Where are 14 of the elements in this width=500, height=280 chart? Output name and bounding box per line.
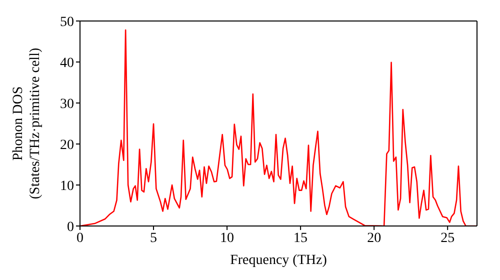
y-axis-title: Phonon DOS (States/THz·primitive cell) [11,48,43,200]
x-tick-label: 15 [294,230,308,246]
y-tick-label: 50 [60,14,74,30]
x-tick-label: 20 [367,230,382,246]
x-tick-label: 5 [150,230,158,246]
x-tick-label: 10 [220,230,234,246]
y-tick-label: 30 [60,96,74,112]
y-tick-label: 10 [60,178,74,194]
y-tick-label: 40 [60,56,74,71]
x-tick-label: 25 [440,230,455,246]
y-tick-label: 20 [60,138,74,153]
x-axis-title: Frequency (THz) [230,253,328,268]
y-tick-label: 0 [67,220,74,235]
x-tick-label: 0 [76,230,84,246]
